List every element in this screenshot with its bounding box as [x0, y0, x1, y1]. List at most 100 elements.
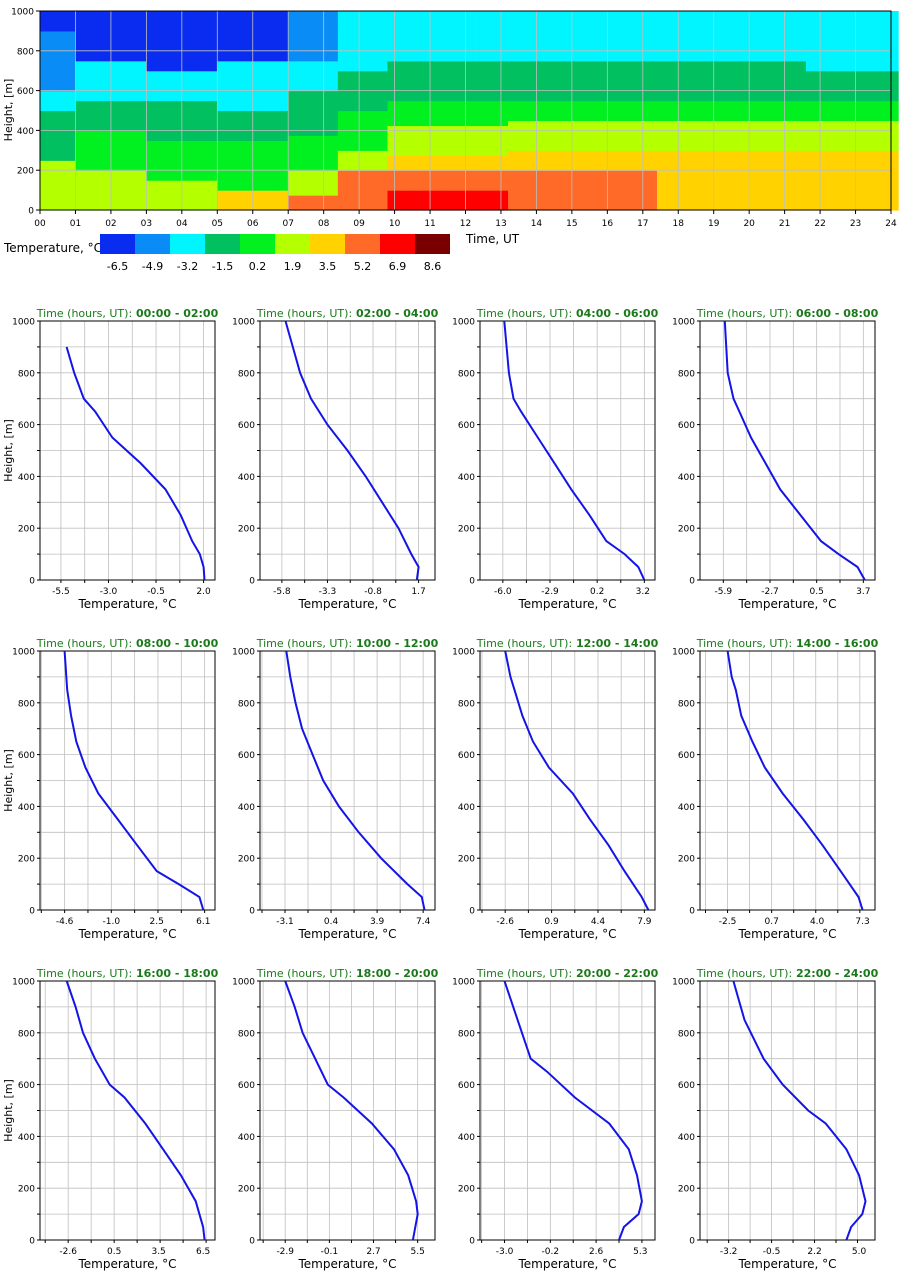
heatmap-cell	[529, 61, 537, 67]
heatmap-cell	[68, 140, 76, 146]
heatmap-cell	[678, 195, 686, 201]
heatmap-cell	[480, 66, 488, 72]
heatmap-cell	[380, 16, 388, 22]
heatmap-cell	[83, 150, 91, 156]
heatmap-cell	[558, 96, 566, 102]
heatmap-cell	[544, 195, 552, 201]
heatmap-cell	[721, 31, 729, 37]
heatmap-cell	[295, 130, 303, 136]
heatmap-cell	[487, 66, 495, 72]
heatmap-cell	[231, 200, 239, 206]
heatmap-cell	[870, 115, 878, 121]
heatmap-cell	[380, 76, 388, 82]
heatmap-cell	[168, 96, 176, 102]
heatmap-cell	[692, 41, 700, 47]
heatmap-cell	[721, 101, 729, 107]
heatmap-cell	[267, 155, 275, 161]
heatmap-cell	[473, 190, 481, 196]
heatmap-cell	[182, 26, 190, 32]
heatmap-cell	[153, 71, 161, 77]
heatmap-cell	[295, 120, 303, 126]
heatmap-cell	[700, 26, 708, 32]
heatmap-cell	[196, 91, 204, 97]
heatmap-cell	[551, 101, 559, 107]
heatmap-cell	[565, 106, 573, 112]
heatmap-cell	[700, 101, 708, 107]
heatmap-cell	[203, 106, 211, 112]
heatmap-cell	[47, 31, 55, 37]
heatmap-cell	[813, 41, 821, 47]
heatmap-cell	[161, 91, 169, 97]
heatmap-cell	[345, 175, 353, 181]
heatmap-cell	[274, 61, 282, 67]
heatmap-cell	[827, 120, 835, 126]
heatmap-cell	[189, 130, 197, 136]
heatmap-cell	[863, 145, 871, 151]
heatmap-cell	[125, 56, 133, 62]
heatmap-cell	[338, 11, 346, 17]
heatmap-cell	[409, 76, 417, 82]
heatmap-cell	[317, 81, 325, 87]
heatmap-cell	[515, 180, 523, 186]
heatmap-cell	[877, 185, 885, 191]
heatmap-cell	[785, 160, 793, 166]
heatmap-cell	[153, 106, 161, 112]
heatmap-cell	[785, 120, 793, 126]
heatmap-cell	[111, 195, 119, 201]
heatmap-cell	[742, 71, 750, 77]
heatmap-cell	[664, 185, 672, 191]
heatmap-cell	[338, 66, 346, 72]
heatmap-cell	[707, 36, 715, 42]
heatmap-cell	[799, 56, 807, 62]
heatmap-cell	[870, 66, 878, 72]
heatmap-cell	[756, 106, 764, 112]
heatmap-cell	[473, 195, 481, 201]
heatmap-cell	[848, 195, 856, 201]
heatmap-cell	[182, 66, 190, 72]
heatmap-cell	[664, 21, 672, 27]
heatmap-cell	[558, 170, 566, 176]
heatmap-cell	[841, 31, 849, 37]
heatmap-cell	[529, 41, 537, 47]
heatmap-cell	[75, 200, 83, 206]
heatmap-cell	[253, 160, 261, 166]
heatmap-cell	[175, 185, 183, 191]
heatmap-cell	[848, 106, 856, 112]
heatmap-cell	[437, 96, 445, 102]
heatmap-cell	[770, 56, 778, 62]
heatmap-cell	[600, 41, 608, 47]
heatmap-cell	[586, 11, 594, 17]
heatmap-cell	[104, 135, 112, 141]
heatmap-cell	[643, 51, 651, 57]
heatmap-cell	[508, 195, 516, 201]
heatmap-cell	[714, 91, 722, 97]
heatmap-cell	[473, 140, 481, 146]
heatmap-cell	[168, 120, 176, 126]
heatmap-cell	[54, 200, 62, 206]
heatmap-cell	[387, 21, 395, 27]
heatmap-cell	[671, 145, 679, 151]
heatmap-cell	[657, 16, 665, 22]
heatmap-cell	[281, 180, 289, 186]
heatmap-cell	[487, 81, 495, 87]
heatmap-cell	[40, 21, 48, 27]
heatmap-cell	[707, 140, 715, 146]
heatmap-cell	[785, 155, 793, 161]
heatmap-cell	[863, 111, 871, 117]
heatmap-cell	[778, 130, 786, 136]
heatmap-cell	[629, 91, 637, 97]
heatmap-cell	[168, 115, 176, 121]
heatmap-cell	[735, 96, 743, 102]
heatmap-cell	[891, 155, 899, 161]
heatmap-cell	[281, 61, 289, 67]
heatmap-cell	[47, 41, 55, 47]
heatmap-cell	[83, 56, 91, 62]
heatmap-cell	[678, 145, 686, 151]
heatmap-cell	[749, 180, 757, 186]
heatmap-cell	[614, 111, 622, 117]
heatmap-cell	[891, 190, 899, 196]
heatmap-cell	[792, 11, 800, 17]
heatmap-cell	[813, 175, 821, 181]
heatmap-cell	[629, 200, 637, 206]
heatmap-cell	[387, 135, 395, 141]
